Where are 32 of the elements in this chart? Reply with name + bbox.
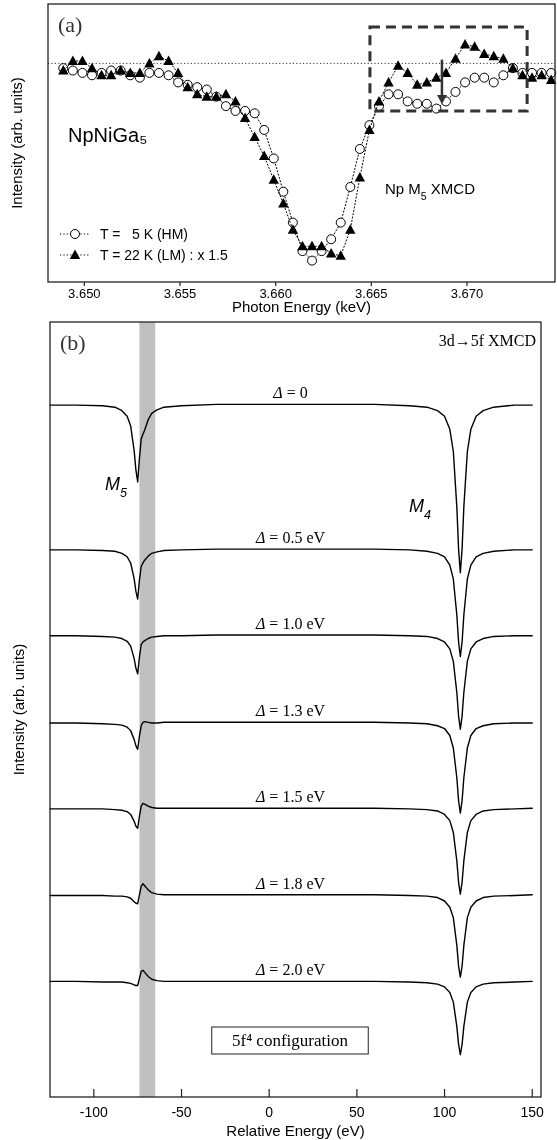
x-tick-label: 3.655 bbox=[163, 286, 197, 301]
chart-title: (b) bbox=[60, 330, 86, 355]
text: 3d→5f XMCD bbox=[438, 332, 536, 349]
x-tick-label: 0 bbox=[265, 1104, 274, 1120]
x-axis-title: Photon Energy (keV) bbox=[231, 298, 372, 315]
x-tick-label: 150 bbox=[520, 1104, 545, 1120]
x-tick-label: 3.660 bbox=[259, 286, 292, 301]
x-axis-title: Relative Energy (eV) bbox=[226, 1122, 365, 1139]
y-axis-title: Intensity (arb. units) bbox=[8, 77, 25, 209]
annotation: M$_{5}$ bbox=[104, 474, 128, 500]
series-label: Δ = 1.5 eV bbox=[254, 788, 326, 806]
x-tick-label: 3.665 bbox=[355, 286, 388, 301]
legend-label: T = 22 K (LM) : x 1.5 bbox=[100, 247, 228, 263]
series-label: Δ = 2.0 eV bbox=[254, 961, 326, 979]
series-label: Δ = 1.3 eV bbox=[254, 702, 326, 720]
legend-label: T = 5 K (HM) bbox=[100, 226, 189, 242]
annotation: M$_{4}$ bbox=[408, 496, 432, 522]
annotation: Np M$_{5}$ XMCD bbox=[385, 180, 476, 202]
x-tick-label: 3.670 bbox=[450, 286, 484, 301]
x-tick-label: 50 bbox=[349, 1104, 365, 1120]
annotation: NpNiGa₅ bbox=[68, 124, 148, 146]
series-label: Δ = 1.0 eV bbox=[254, 615, 326, 633]
series-label: Δ = 0 bbox=[272, 384, 308, 402]
x-tick-label: -50 bbox=[171, 1104, 192, 1120]
annotation: 5f⁴ configuration bbox=[232, 1031, 349, 1050]
chart-title: (a) bbox=[58, 12, 83, 37]
series-label: Δ = 0.5 eV bbox=[254, 529, 326, 547]
x-tick-label: 3.650 bbox=[68, 286, 101, 301]
x-tick-label: -100 bbox=[79, 1104, 109, 1120]
series-label: Δ = 1.8 eV bbox=[254, 874, 326, 892]
x-tick-label: 100 bbox=[432, 1104, 457, 1120]
y-axis-title: Intensity (arb. units) bbox=[10, 643, 27, 776]
